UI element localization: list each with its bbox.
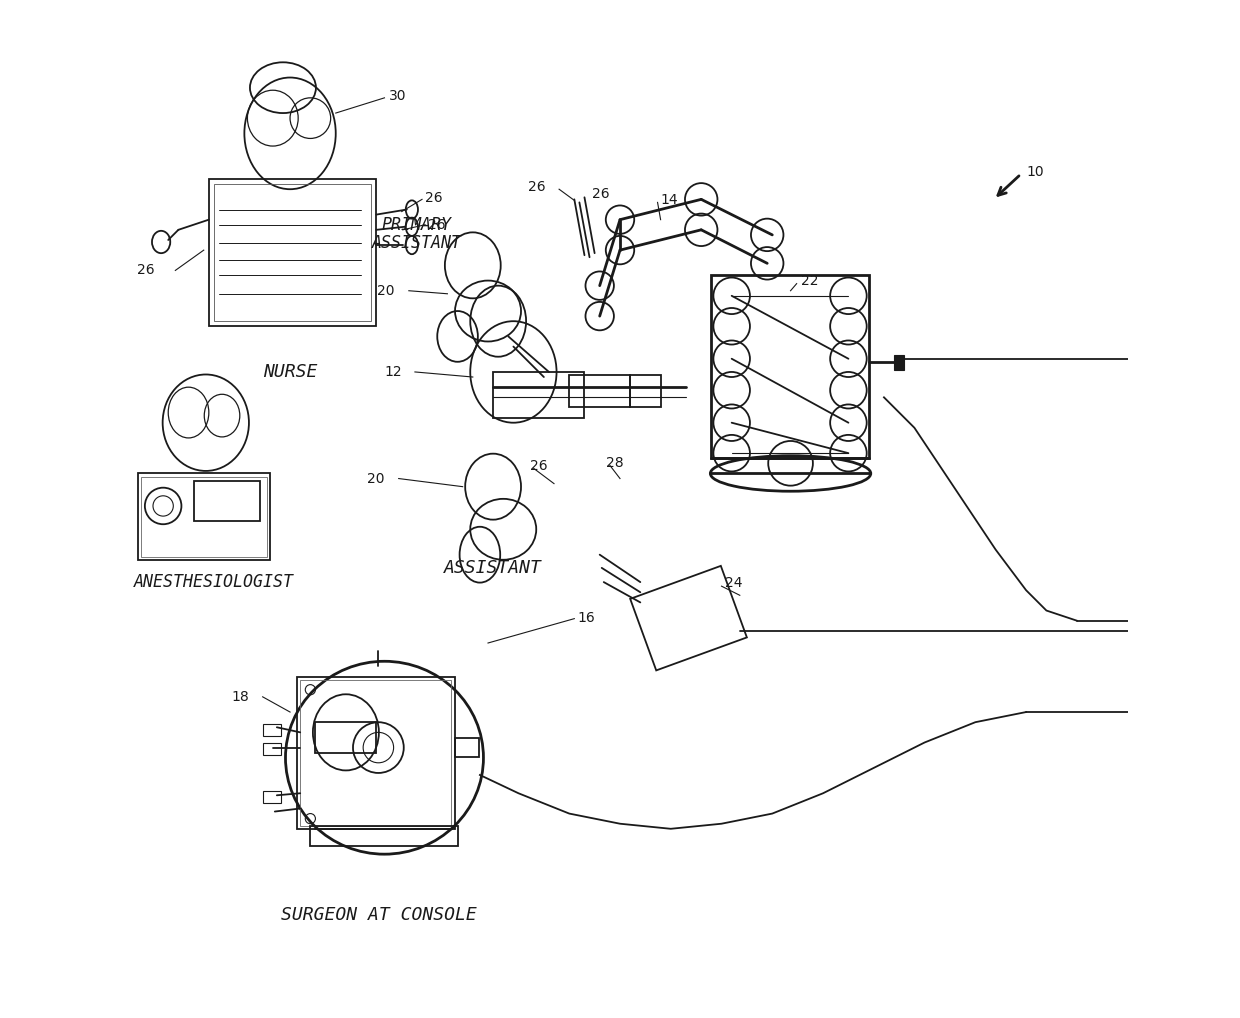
Bar	[141, 476, 267, 557]
Text: 26: 26	[528, 180, 546, 194]
Bar	[569, 375, 630, 407]
Bar	[138, 473, 270, 560]
Text: 30: 30	[388, 89, 405, 103]
Text: 28: 28	[606, 456, 624, 470]
Text: 22: 22	[801, 274, 818, 287]
Text: ANESTHESIOLOGIST: ANESTHESIOLOGIST	[134, 573, 294, 591]
Bar	[263, 724, 281, 736]
Bar	[208, 179, 377, 326]
Bar	[298, 677, 455, 829]
Text: 24: 24	[724, 576, 742, 590]
Text: PRIMARY: PRIMARY	[382, 216, 451, 234]
Bar	[300, 680, 451, 826]
Text: 18: 18	[232, 690, 249, 703]
Text: 14: 14	[661, 193, 678, 208]
Text: NURSE: NURSE	[263, 363, 317, 381]
Text: ASSISTANT: ASSISTANT	[444, 559, 542, 577]
Bar	[263, 742, 281, 754]
Bar	[894, 354, 904, 370]
Text: 12: 12	[384, 364, 402, 379]
Text: ASSISTANT: ASSISTANT	[372, 234, 463, 252]
Text: 26: 26	[529, 459, 548, 473]
Text: 26: 26	[425, 191, 443, 206]
Text: 26: 26	[428, 218, 445, 232]
Text: 26: 26	[591, 187, 609, 202]
Bar	[263, 791, 281, 803]
Circle shape	[1143, 621, 1163, 641]
Bar	[193, 480, 259, 521]
Bar	[630, 375, 661, 407]
Text: 20: 20	[367, 471, 384, 486]
Text: 10: 10	[1025, 165, 1044, 179]
Bar	[215, 184, 371, 322]
Bar	[494, 372, 584, 417]
Bar	[712, 276, 869, 458]
Text: 16: 16	[578, 611, 595, 625]
Circle shape	[1143, 611, 1163, 631]
Text: 20: 20	[377, 284, 394, 297]
Bar	[455, 738, 479, 756]
Circle shape	[1143, 348, 1163, 369]
Circle shape	[1143, 701, 1163, 722]
Text: 26: 26	[138, 264, 155, 278]
Bar	[310, 826, 458, 846]
Bar	[315, 722, 377, 752]
Bar	[630, 566, 746, 671]
Text: SURGEON AT CONSOLE: SURGEON AT CONSOLE	[280, 906, 476, 924]
